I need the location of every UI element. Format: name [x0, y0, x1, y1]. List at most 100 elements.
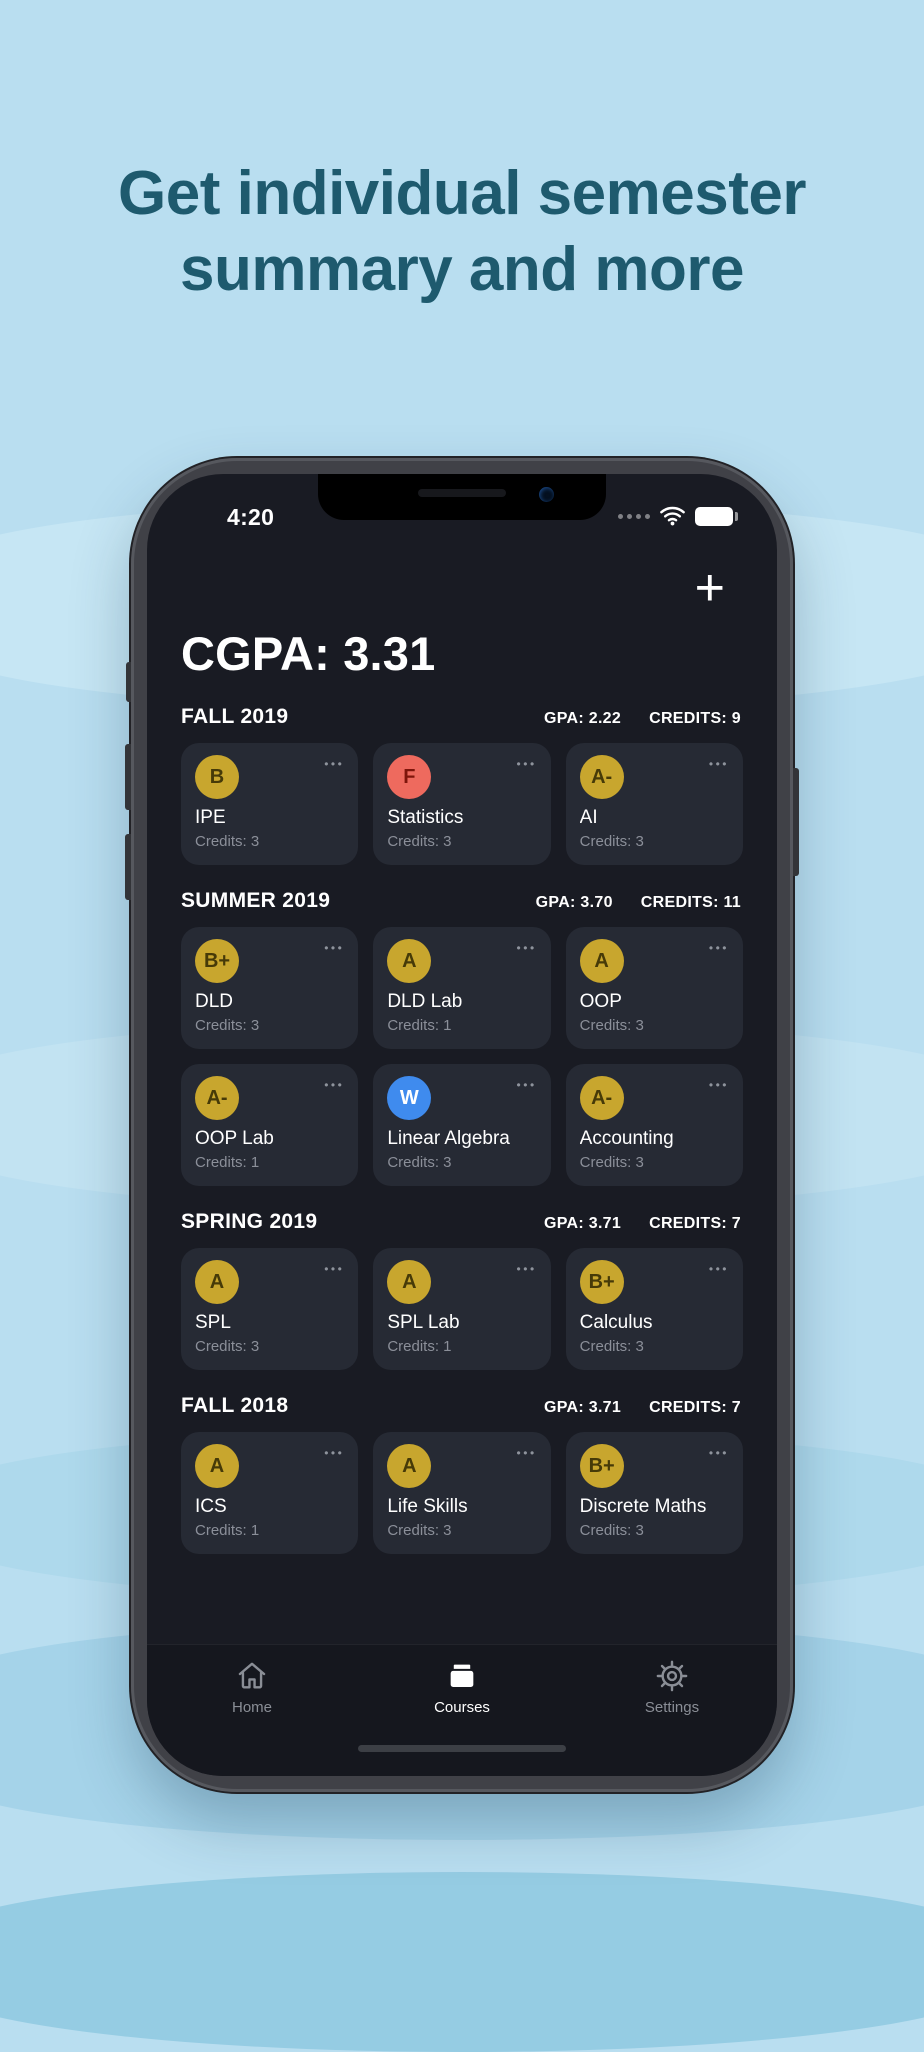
course-card[interactable]: B+ ••• DLD Credits: 3 — [181, 927, 359, 1049]
semester-stats: GPA: 3.70 CREDITS: 11 — [536, 894, 741, 912]
course-card[interactable]: A- ••• AI Credits: 3 — [565, 743, 743, 865]
course-name: DLD Lab — [387, 991, 463, 1012]
course-credits: Credits: 1 — [387, 1338, 452, 1355]
card-menu-icon[interactable]: ••• — [324, 941, 345, 955]
mute-switch — [126, 662, 131, 702]
home-icon — [238, 1662, 266, 1689]
tab-home[interactable]: Home — [147, 1659, 357, 1716]
course-card[interactable]: A- ••• OOP Lab Credits: 1 — [181, 1064, 359, 1186]
course-card[interactable]: A- ••• Accounting Credits: 3 — [565, 1064, 743, 1186]
grade-badge: B+ — [579, 1260, 624, 1304]
home-indicator[interactable] — [358, 1745, 566, 1752]
course-card[interactable]: B+ ••• Calculus Credits: 3 — [565, 1248, 743, 1370]
course-name: AI — [579, 807, 598, 828]
card-top: A ••• — [387, 1444, 536, 1488]
grade-badge: A — [387, 1260, 432, 1304]
course-credits: Credits: 3 — [387, 1522, 452, 1539]
semester-title: FALL 2018 — [181, 1394, 289, 1417]
tab-courses[interactable]: Courses — [357, 1659, 567, 1716]
course-card[interactable]: A ••• SPL Credits: 3 — [181, 1248, 359, 1370]
add-semester-button[interactable]: + — [694, 559, 725, 617]
semester-header: SPRING 2019 GPA: 3.71 CREDITS: 7 — [181, 1210, 743, 1234]
course-credits: Credits: 1 — [195, 1522, 260, 1539]
power-button — [793, 768, 799, 876]
course-card[interactable]: A ••• Life Skills Credits: 3 — [373, 1432, 551, 1554]
course-card[interactable]: W ••• Linear Algebra Credits: 3 — [373, 1064, 551, 1186]
page-title-line2: summary and more — [180, 235, 745, 304]
card-menu-icon[interactable]: ••• — [516, 757, 537, 771]
card-menu-icon[interactable]: ••• — [516, 941, 537, 955]
card-top: A ••• — [195, 1260, 344, 1304]
grade-badge: A — [579, 939, 624, 983]
grade-badge: B — [195, 755, 239, 799]
card-menu-icon[interactable]: ••• — [516, 1446, 537, 1460]
app-content: + CGPA: 3.31 FALL 2019 GPA: 2.22 CREDITS: … — [147, 540, 777, 1644]
course-grid: B ••• IPE Credits: 3 F ••• Statistics Credits: … — [181, 743, 743, 865]
card-top: A ••• — [387, 939, 536, 983]
card-menu-icon[interactable]: ••• — [516, 1078, 537, 1092]
semester-section: FALL 2019 GPA: 2.22 CREDITS: 9 B ••• IPE Credi… — [181, 705, 743, 865]
course-name: SPL — [195, 1312, 231, 1333]
course-credits: Credits: 3 — [579, 1154, 644, 1171]
card-top: A ••• — [387, 1260, 536, 1304]
card-menu-icon[interactable]: ••• — [324, 1078, 345, 1092]
card-top: F ••• — [387, 755, 536, 799]
course-name: Linear Algebra — [387, 1128, 510, 1149]
status-time: 4:20 — [227, 504, 275, 530]
background-wave — [0, 1872, 924, 2052]
notch — [318, 474, 606, 520]
tab-label: Settings — [644, 1699, 700, 1716]
settings-icon — [656, 1660, 688, 1692]
course-card[interactable]: A ••• ICS Credits: 1 — [181, 1432, 359, 1554]
card-menu-icon[interactable]: ••• — [324, 757, 345, 771]
page-title-line1: Get individual semester — [118, 159, 806, 228]
course-credits: Credits: 3 — [195, 1017, 260, 1034]
course-name: IPE — [195, 807, 226, 828]
card-top: B+ ••• — [579, 1444, 729, 1488]
card-top: B+ ••• — [195, 939, 344, 983]
card-menu-icon[interactable]: ••• — [324, 1262, 345, 1276]
semester-section: SUMMER 2019 GPA: 3.70 CREDITS: 11 B+ ••• DLD C… — [181, 889, 743, 1186]
grade-badge: B+ — [195, 939, 239, 983]
semester-title: SUMMER 2019 — [181, 889, 331, 912]
tab-label: Courses — [434, 1699, 490, 1716]
course-card[interactable]: A ••• SPL Lab Credits: 1 — [373, 1248, 551, 1370]
course-credits: Credits: 3 — [195, 1338, 260, 1355]
card-menu-icon[interactable]: ••• — [708, 1078, 729, 1092]
course-card[interactable]: B+ ••• Discrete Maths Credits: 3 — [565, 1432, 743, 1554]
semester-credits: CREDITS: 9 — [649, 710, 741, 727]
grade-badge: F — [387, 755, 432, 799]
grade-badge: A — [387, 1444, 432, 1488]
toolbar: + — [181, 560, 743, 616]
card-menu-icon[interactable]: ••• — [708, 757, 729, 771]
semester-credits: CREDITS: 7 — [649, 1399, 741, 1416]
semester-stats: GPA: 3.71 CREDITS: 7 — [544, 1215, 741, 1233]
course-card[interactable]: B ••• IPE Credits: 3 — [181, 743, 359, 865]
course-card[interactable]: F ••• Statistics Credits: 3 — [373, 743, 551, 865]
semester-stats: GPA: 3.71 CREDITS: 7 — [544, 1399, 741, 1417]
tab-settings[interactable]: Settings — [567, 1659, 777, 1716]
grade-badge: B+ — [579, 1444, 624, 1488]
card-menu-icon[interactable]: ••• — [324, 1446, 345, 1460]
course-name: Accounting — [579, 1128, 674, 1149]
card-menu-icon[interactable]: ••• — [516, 1262, 537, 1276]
course-card[interactable]: A ••• DLD Lab Credits: 1 — [373, 927, 551, 1049]
semester-credits: CREDITS: 11 — [640, 894, 741, 911]
volume-up-button — [125, 744, 131, 810]
card-menu-icon[interactable]: ••• — [708, 1262, 729, 1276]
course-credits: Credits: 3 — [387, 833, 452, 850]
semester-gpa: GPA: 3.71 — [543, 1215, 622, 1232]
tab-bar: Home Courses — [147, 1644, 777, 1776]
card-top: W ••• — [387, 1076, 536, 1120]
card-menu-icon[interactable]: ••• — [708, 941, 729, 955]
semester-title: FALL 2019 — [181, 705, 289, 728]
card-top: A- ••• — [579, 1076, 729, 1120]
grade-badge: A — [195, 1444, 239, 1488]
course-name: OOP Lab — [195, 1128, 274, 1149]
card-top: A- ••• — [579, 755, 729, 799]
course-credits: Credits: 3 — [579, 1522, 644, 1539]
card-menu-icon[interactable]: ••• — [708, 1446, 729, 1460]
tab-label: Home — [231, 1699, 272, 1716]
semester-gpa: GPA: 2.22 — [543, 710, 622, 727]
course-card[interactable]: A ••• OOP Credits: 3 — [565, 927, 743, 1049]
